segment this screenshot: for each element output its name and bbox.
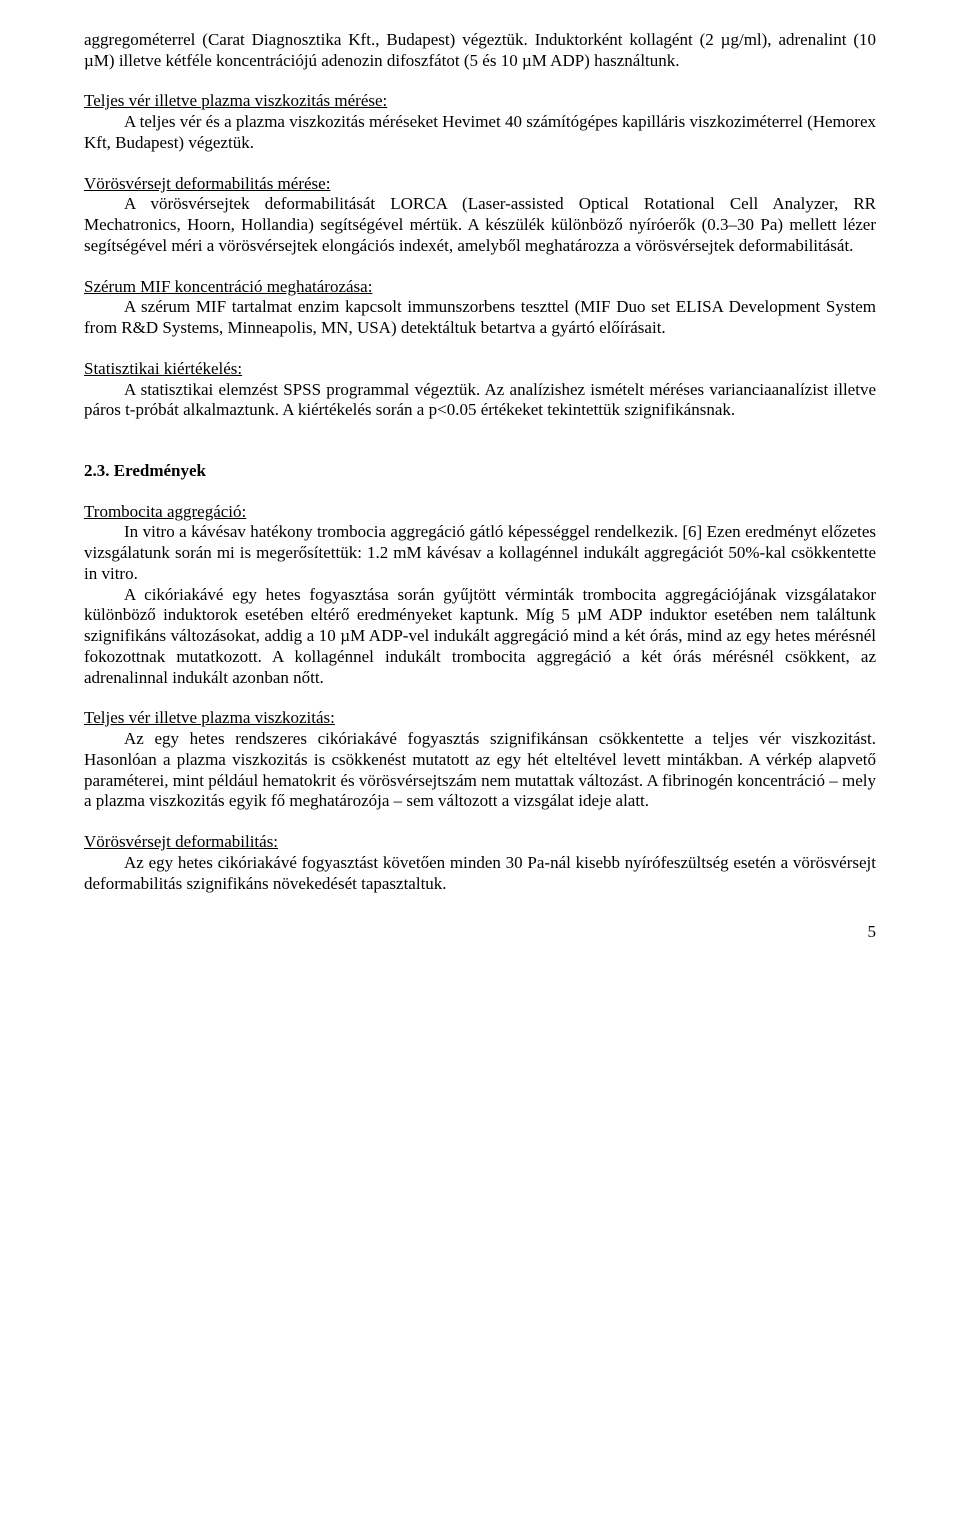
heading-stats: Statisztikai kiértékelés: (84, 359, 242, 378)
body-viscosity-result: Az egy hetes rendszeres cikóriakávé fogy… (84, 729, 876, 812)
heading-viscosity-measure: Teljes vér illetve plazma viszkozitás mé… (84, 91, 387, 110)
body-deformability-measure: A vörösvérsejtek deformabilitását LORCA … (84, 194, 876, 256)
document-page: aggregométerrel (Carat Diagnosztika Kft.… (0, 0, 960, 983)
paragraph-viscosity-measure: Teljes vér illetve plazma viszkozitás mé… (84, 91, 876, 153)
section-heading-results: 2.3. Eredmények (84, 461, 876, 482)
heading-deformability-result: Vörösvérsejt deformabilitás: (84, 832, 278, 851)
heading-viscosity-result: Teljes vér illetve plazma viszkozitás: (84, 708, 335, 727)
heading-aggregation: Trombocita aggregáció: (84, 502, 246, 521)
paragraph-mif: Szérum MIF koncentráció meghatározása: A… (84, 277, 876, 339)
heading-mif: Szérum MIF koncentráció meghatározása: (84, 277, 372, 296)
heading-deformability-measure: Vörösvérsejt deformabilitás mérése: (84, 174, 330, 193)
paragraph-intro: aggregométerrel (Carat Diagnosztika Kft.… (84, 30, 876, 71)
body-viscosity-measure: A teljes vér és a plazma viszkozitás mér… (84, 112, 876, 153)
body-mif: A szérum MIF tartalmat enzim kapcsolt im… (84, 297, 876, 338)
body-deformability-result: Az egy hetes cikóriakávé fogyasztást köv… (84, 853, 876, 894)
paragraph-deformability-measure: Vörösvérsejt deformabilitás mérése: A vö… (84, 174, 876, 257)
page-number: 5 (84, 922, 876, 943)
paragraph-stats: Statisztikai kiértékelés: A statisztikai… (84, 359, 876, 421)
body-aggregation-2: A cikóriakávé egy hetes fogyasztása sorá… (84, 585, 876, 689)
paragraph-deformability-result: Vörösvérsejt deformabilitás: Az egy hete… (84, 832, 876, 894)
paragraph-aggregation: Trombocita aggregáció: In vitro a kávésa… (84, 502, 876, 689)
body-stats: A statisztikai elemzést SPSS programmal … (84, 380, 876, 421)
paragraph-viscosity-result: Teljes vér illetve plazma viszkozitás: A… (84, 708, 876, 812)
body-aggregation-1: In vitro a kávésav hatékony trombocia ag… (84, 522, 876, 584)
